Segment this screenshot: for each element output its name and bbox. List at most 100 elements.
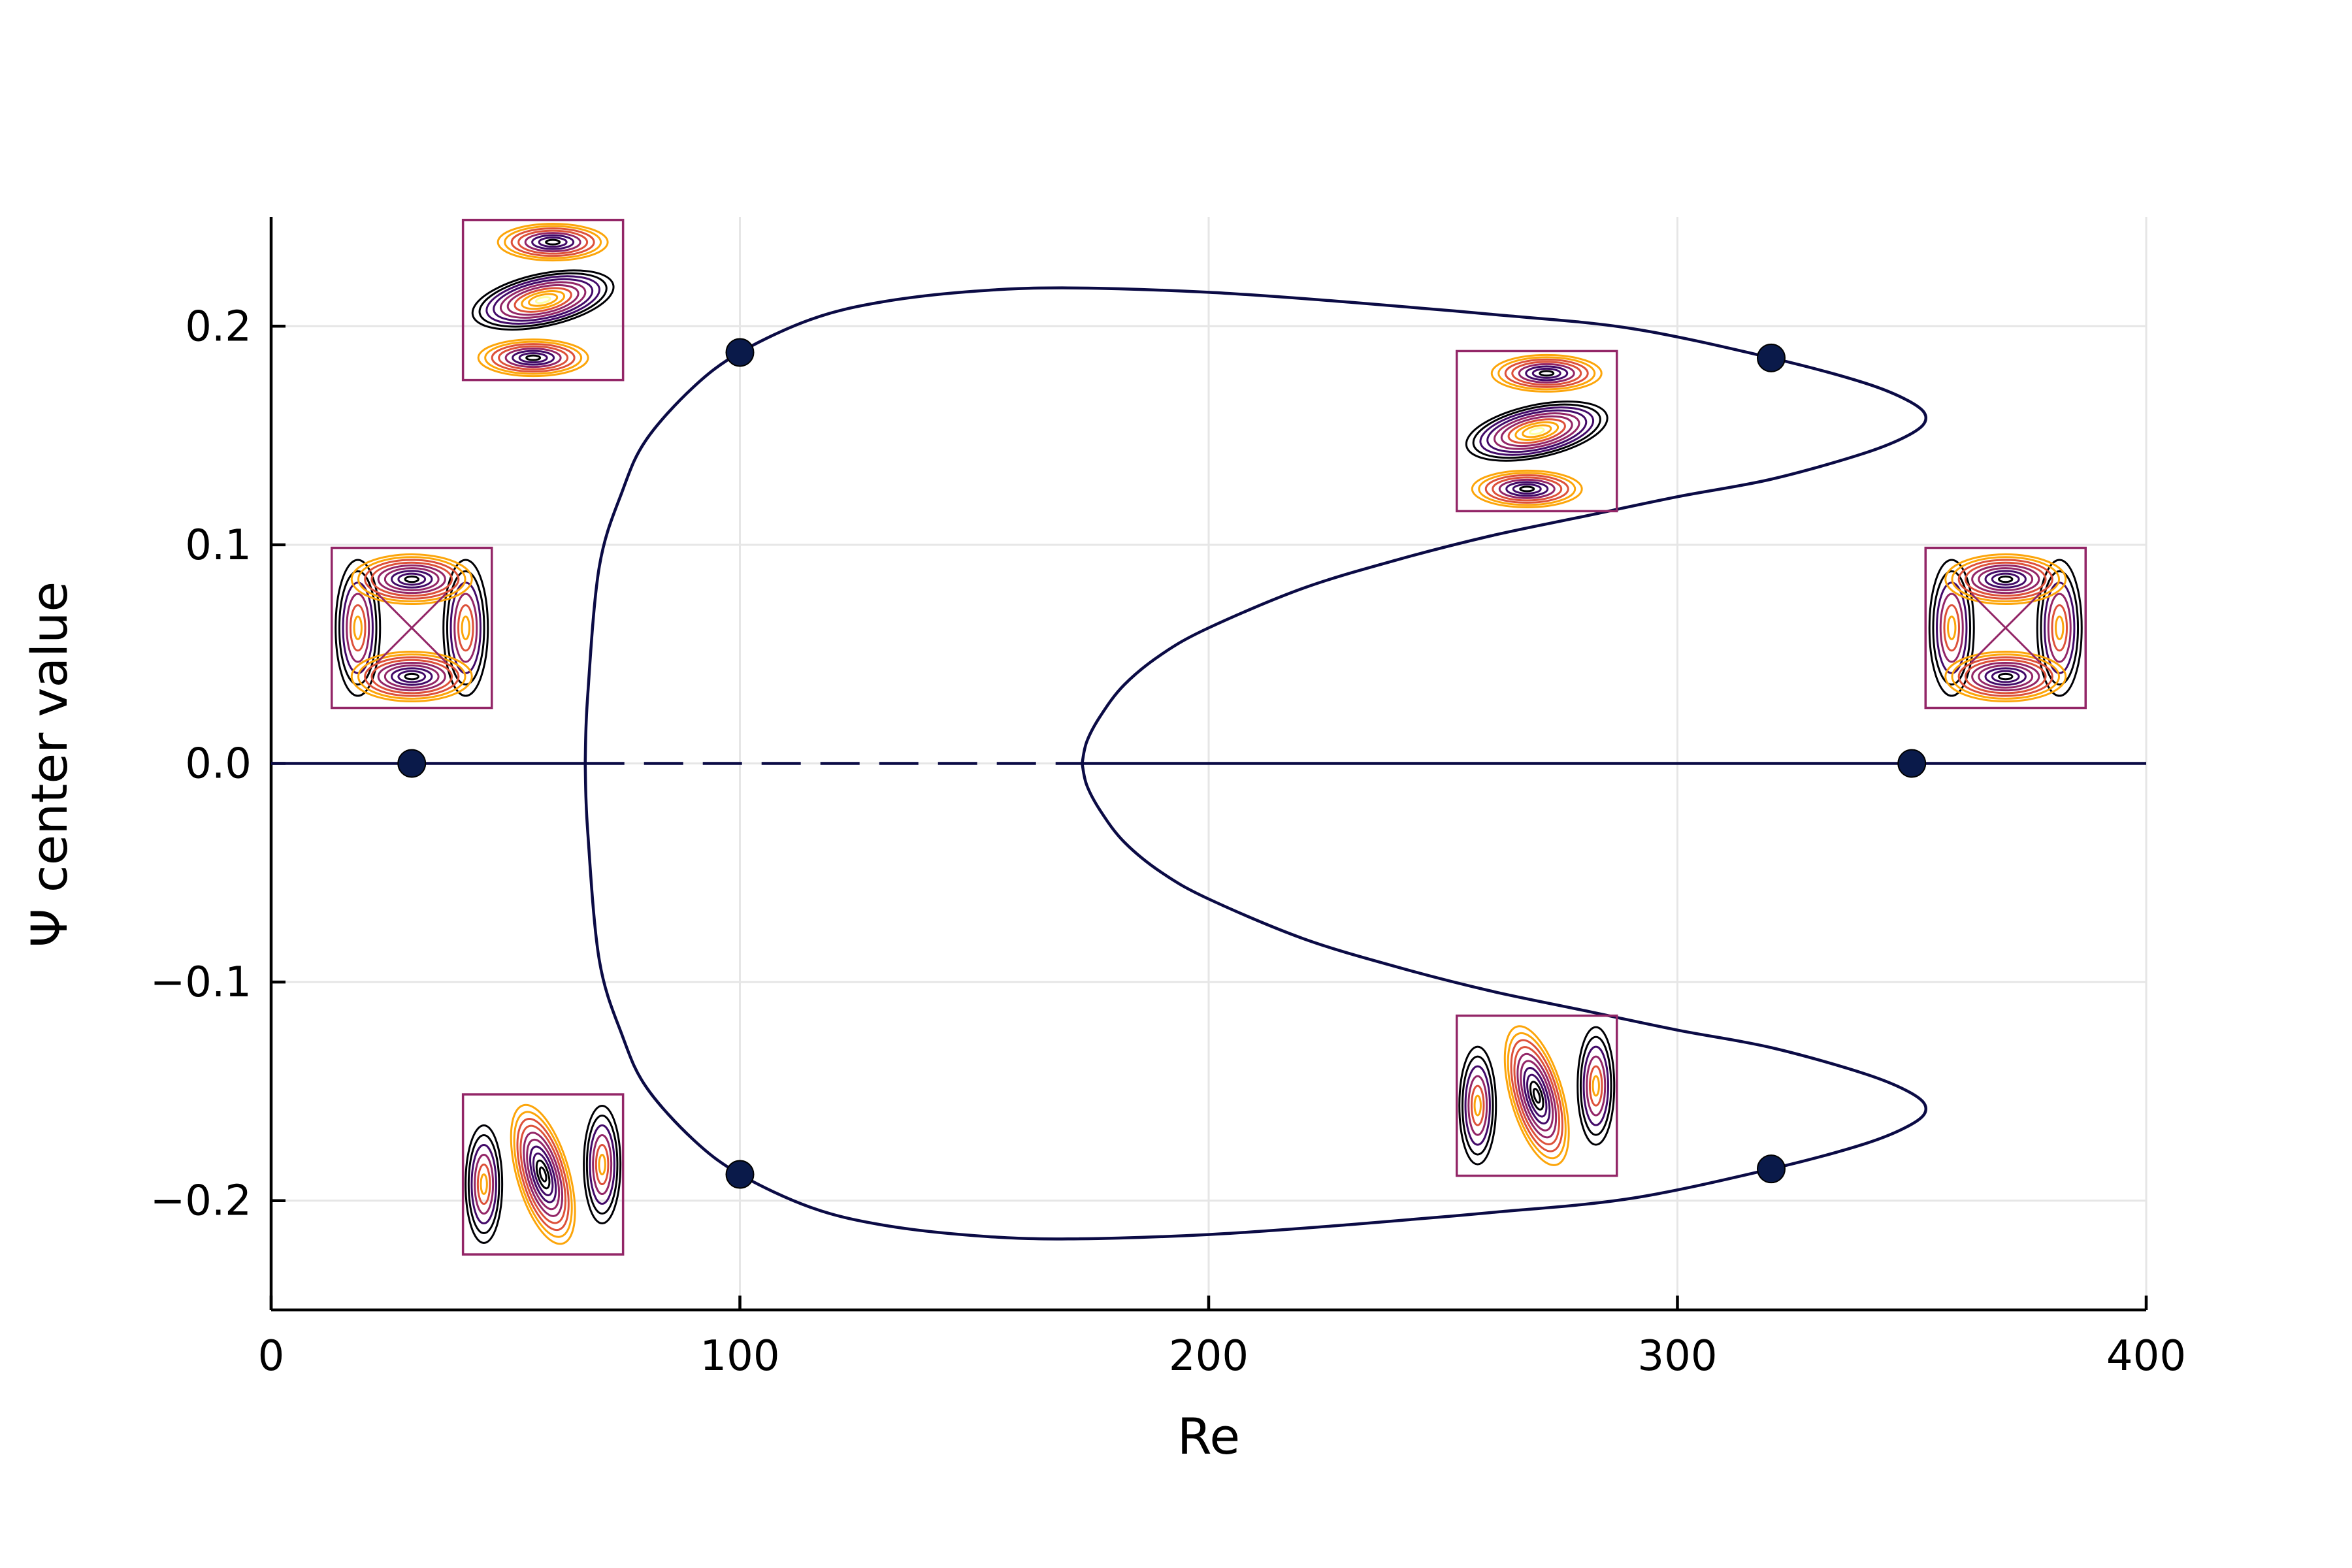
solution-marker xyxy=(725,1160,755,1189)
contour-line xyxy=(1513,1046,1561,1146)
solution-marker xyxy=(1757,343,1786,372)
contour-line xyxy=(1523,1067,1551,1125)
contour-line xyxy=(1532,1087,1541,1104)
contour-line xyxy=(1500,415,1573,448)
contour-line xyxy=(1471,469,1583,508)
contour-line xyxy=(484,340,583,375)
contour-line xyxy=(1944,651,2067,703)
contour-inset xyxy=(461,218,625,382)
contour-line xyxy=(1526,1073,1548,1118)
y-tick-label: −0.2 xyxy=(150,1177,252,1226)
contour-line xyxy=(1991,670,2020,683)
contour-line xyxy=(1957,559,2053,600)
contour-line xyxy=(1964,561,2047,597)
contour-inset xyxy=(461,1093,625,1256)
contour-line xyxy=(510,227,595,257)
contour-line xyxy=(377,564,446,595)
contour-line xyxy=(1472,403,1601,459)
contour-line xyxy=(1486,409,1588,453)
contour-line xyxy=(1493,412,1580,450)
contour-line xyxy=(2047,593,2072,663)
contour-line xyxy=(478,272,608,328)
y-tick-label: 0.0 xyxy=(185,740,252,789)
contour-line xyxy=(521,290,566,310)
contour-line xyxy=(1928,559,1975,697)
contour-line xyxy=(1998,672,2014,681)
contour-line xyxy=(1507,418,1566,444)
contour-line xyxy=(338,570,378,686)
contour-line xyxy=(528,293,559,307)
contour-line xyxy=(1504,358,1589,388)
x-tick-label: 200 xyxy=(1169,1332,1249,1380)
contour-inset xyxy=(331,546,493,710)
contour-line xyxy=(357,556,466,602)
contour-line xyxy=(514,287,572,313)
contour-line xyxy=(534,296,551,304)
contour-line xyxy=(465,1124,504,1245)
contour-line xyxy=(1525,365,1569,382)
contour-line xyxy=(1507,1032,1567,1160)
contour-line xyxy=(470,1144,497,1225)
contour-line xyxy=(461,615,470,640)
contour-line xyxy=(583,1105,622,1225)
contour-line xyxy=(1582,1045,1609,1126)
contour-line xyxy=(1998,575,2014,583)
contour-line xyxy=(504,348,562,368)
contour-line xyxy=(1579,1036,1612,1136)
x-tick-label: 100 xyxy=(700,1332,779,1380)
contour-inset xyxy=(1456,1014,1618,1177)
contour-line xyxy=(595,1144,610,1186)
contour-line xyxy=(1479,406,1595,456)
solution-marker xyxy=(1757,1154,1786,1184)
contour-line xyxy=(2040,570,2080,686)
contour-line xyxy=(1957,656,2053,697)
contour-line xyxy=(1467,1075,1488,1136)
contour-line xyxy=(377,661,446,692)
contour-line xyxy=(1490,353,1603,393)
contour-line xyxy=(1503,1025,1570,1166)
contour-line xyxy=(598,1154,606,1176)
contour-line xyxy=(391,667,433,686)
contour-line xyxy=(1932,570,1972,686)
contour-line xyxy=(335,559,382,697)
contour-line xyxy=(485,275,600,325)
y-tick-label: 0.1 xyxy=(185,521,252,570)
contour-line xyxy=(364,559,460,600)
contour-line xyxy=(2055,615,2065,640)
contour-line xyxy=(1531,367,1561,379)
contour-line xyxy=(1964,659,2047,694)
contour-line xyxy=(476,1164,491,1205)
contour-line xyxy=(1978,567,2034,591)
contour-line xyxy=(1464,1065,1491,1146)
contour-line xyxy=(1991,572,2020,586)
contour-line xyxy=(349,604,367,652)
contour-line xyxy=(404,672,419,681)
y-tick-label: −0.1 xyxy=(150,958,252,1007)
contour-line xyxy=(1516,1053,1558,1139)
contour-line xyxy=(1576,1026,1616,1146)
branch-line xyxy=(583,763,1928,1241)
contour-line xyxy=(346,593,370,663)
contour-line xyxy=(504,225,602,259)
contour-line xyxy=(545,238,561,246)
contour-line xyxy=(467,1134,500,1235)
contour-line xyxy=(517,229,589,255)
contour-line xyxy=(535,1159,551,1190)
contour-line xyxy=(529,1145,557,1203)
contour-line xyxy=(493,278,594,322)
contour-line xyxy=(1522,424,1552,438)
contour-inset xyxy=(1924,546,2087,710)
contour-line xyxy=(1592,1075,1600,1097)
contour-line xyxy=(1984,570,2027,589)
contour-line xyxy=(404,575,419,583)
contour-line xyxy=(497,223,609,262)
contour-line xyxy=(1470,1085,1485,1126)
contour-line xyxy=(1512,483,1542,495)
contour-line xyxy=(1465,400,1609,462)
contour-line xyxy=(519,1124,566,1224)
contour-line xyxy=(516,1117,570,1232)
contour-line xyxy=(370,659,453,694)
contour-line xyxy=(442,559,489,697)
contour-line xyxy=(1520,1060,1554,1132)
